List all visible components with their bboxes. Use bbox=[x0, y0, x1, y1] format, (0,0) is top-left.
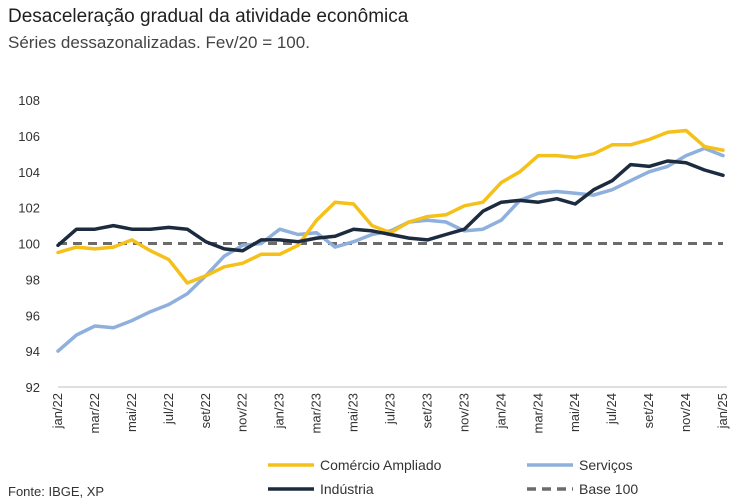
x-tick-label: set/24 bbox=[641, 393, 656, 428]
y-axis: 92 94 96 98 100 102 104 106 108 bbox=[18, 93, 40, 395]
legend-label-industria: Indústria bbox=[320, 481, 374, 497]
legend-label-comercio: Comércio Ampliado bbox=[320, 457, 442, 473]
x-tick-label: mar/24 bbox=[530, 393, 545, 433]
x-tick-label: jul/23 bbox=[383, 393, 398, 425]
y-tick-label: 100 bbox=[18, 237, 40, 252]
x-tick-label: set/22 bbox=[198, 393, 213, 428]
y-tick-label: 104 bbox=[18, 165, 40, 180]
x-tick-label: nov/22 bbox=[235, 393, 250, 432]
x-axis: jan/22 mar/22 mai/22 jul/22 set/22 nov/22 jan/… bbox=[50, 386, 730, 433]
y-tick-label: 108 bbox=[18, 93, 40, 108]
source-note: Fonte: IBGE, XP bbox=[8, 484, 105, 499]
x-tick-label: jul/22 bbox=[161, 393, 176, 425]
legend: Comércio Ampliado Serviços Indústria Base 1… bbox=[268, 457, 638, 497]
x-tick-label: jan/25 bbox=[715, 393, 730, 429]
y-tick-label: 98 bbox=[26, 272, 40, 287]
x-tick-label: nov/23 bbox=[456, 393, 471, 432]
legend-label-base: Base 100 bbox=[579, 481, 638, 497]
y-tick-label: 102 bbox=[18, 201, 40, 216]
y-tick-label: 96 bbox=[26, 308, 40, 323]
chart-subtitle: Séries dessazonalizadas. Fev/20 = 100. bbox=[8, 33, 310, 52]
x-tick-label: mai/23 bbox=[346, 393, 361, 432]
x-tick-label: mar/23 bbox=[309, 393, 324, 433]
y-tick-label: 94 bbox=[26, 344, 40, 359]
x-tick-label: mar/22 bbox=[87, 393, 102, 433]
x-tick-label: jan/24 bbox=[493, 393, 508, 429]
x-tick-label: jan/22 bbox=[50, 393, 65, 429]
legend-label-servicos: Serviços bbox=[579, 457, 633, 473]
x-tick-label: mai/22 bbox=[124, 393, 139, 432]
y-tick-label: 92 bbox=[26, 380, 40, 395]
series-line-comercio bbox=[56, 128, 725, 285]
series-lines bbox=[56, 128, 725, 353]
x-tick-label: jul/24 bbox=[604, 393, 619, 425]
x-tick-label: jan/23 bbox=[272, 393, 287, 429]
series-line-industria bbox=[56, 159, 725, 253]
x-tick-label: set/23 bbox=[419, 393, 434, 428]
series-line-servicos bbox=[56, 146, 725, 353]
x-tick-label: mai/24 bbox=[567, 393, 582, 432]
x-tick-label: nov/24 bbox=[678, 393, 693, 432]
chart-title: Desaceleração gradual da atividade econô… bbox=[8, 6, 409, 27]
y-tick-label: 106 bbox=[18, 129, 40, 144]
